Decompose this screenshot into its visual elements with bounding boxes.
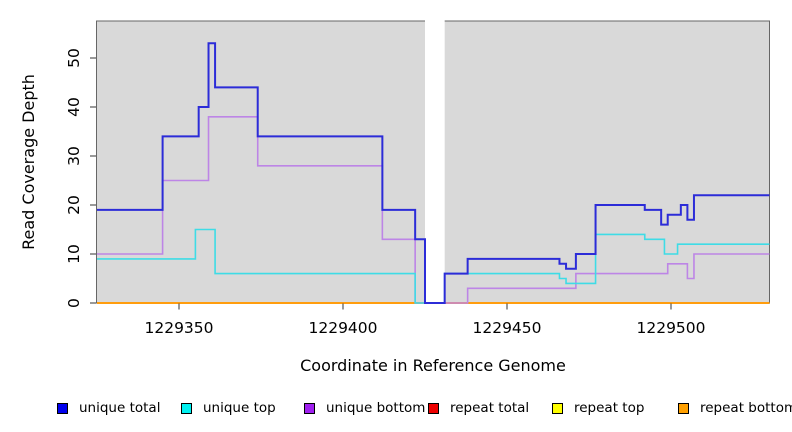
legend-label: repeat top (574, 400, 645, 416)
y-tick-label: 20 (65, 195, 83, 215)
y-tick-label: 30 (65, 146, 83, 166)
legend-swatch (304, 402, 315, 414)
legend-label: repeat bottom (700, 400, 792, 416)
legend-item-repeat-total: repeat total (428, 399, 529, 417)
x-tick-label: 1229500 (636, 319, 705, 337)
series-line-unique-total (97, 42, 770, 304)
legend-item-repeat-bottom: repeat bottom (678, 399, 792, 417)
legend: unique total unique top unique bottom repea… (0, 399, 792, 419)
no-data-gap-band (425, 14, 445, 303)
series-line-unique-top (97, 228, 770, 304)
legend-swatch (57, 402, 68, 414)
y-axis-title: Read Coverage Depth (19, 74, 38, 250)
legend-item-unique-top: unique top (181, 399, 276, 417)
legend-label: repeat total (450, 400, 530, 416)
x-tick-label: 1229400 (308, 319, 377, 337)
y-tick-label: 0 (65, 298, 83, 308)
legend-swatch (428, 402, 439, 414)
y-tick-label: 50 (65, 48, 83, 68)
legend-item-unique-bottom: unique bottom (304, 399, 425, 417)
legend-swatch (678, 402, 689, 414)
legend-swatch (181, 402, 192, 414)
legend-label: unique bottom (326, 400, 426, 416)
x-tick-label: 1229350 (144, 319, 213, 337)
legend-swatch (552, 402, 563, 414)
x-tick-label: 1229450 (472, 319, 541, 337)
legend-label: unique total (79, 400, 161, 416)
legend-item-unique-total: unique total (57, 399, 160, 417)
legend-label: unique top (203, 400, 276, 416)
legend-item-repeat-top: repeat top (552, 399, 644, 417)
y-tick-label: 40 (65, 97, 83, 117)
y-tick-label: 10 (65, 244, 83, 264)
x-axis-title: Coordinate in Reference Genome (300, 356, 566, 375)
